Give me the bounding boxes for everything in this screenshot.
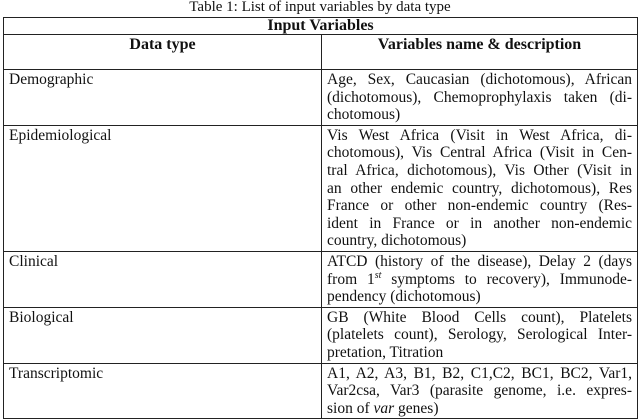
- column-header-variables: Variables name & description: [320, 34, 639, 70]
- table-row: Demographic Age, Sex, Caucasian (dichoto…: [3, 69, 639, 126]
- variables-cell: A1, A2, A3, B1, B2, C1,C2, BC1, BC2, Var…: [320, 362, 639, 419]
- text-line: tral Africa, dichotomous), Vis Other (Vi…: [327, 161, 633, 179]
- text-line: an other endemic country, dichotomous), …: [327, 179, 633, 197]
- data-type-cell: Clinical: [3, 250, 322, 308]
- text-line: A1, A2, A3, B1, B2, C1,C2, BC1, BC2, Var…: [327, 364, 633, 382]
- table-row: Epidemiological Vis West Africa (Visit i…: [3, 124, 639, 252]
- text-line: Vis West Africa (Visit in West Africa, d…: [327, 126, 633, 144]
- text-segment: sion of: [327, 399, 374, 417]
- data-type-cell: Transcriptomic: [3, 362, 322, 419]
- text-line: (platelets count), Serology, Serological…: [327, 326, 633, 344]
- data-type-cell: Epidemiological: [3, 124, 322, 252]
- text-segment: genes): [394, 399, 439, 417]
- text-line: country, dichotomous): [327, 232, 467, 250]
- table-caption: Table 1: List of input variables by data…: [189, 0, 451, 15]
- variables-cell: GB (White Blood Cells count), Platelets …: [320, 306, 639, 364]
- variables-cell: ATCD (history of the disease), Delay 2 (…: [320, 250, 639, 308]
- text-line: ATCD (history of the disease), Delay 2 (…: [327, 252, 633, 270]
- text-segment: from 1: [327, 270, 375, 288]
- text-line: GB (White Blood Cells count), Platelets: [327, 308, 633, 326]
- column-header-data-type: Data type: [3, 34, 322, 70]
- text-line: pretation, Titration: [327, 343, 444, 361]
- text-line: (dichotomous), Chemoprophylaxis taken (d…: [327, 88, 633, 106]
- text-line: sion of var genes): [327, 400, 632, 418]
- text-line: Age, Sex, Caucasian (dichotomous), Afric…: [327, 71, 633, 88]
- superscript: st: [374, 269, 382, 281]
- text-line: Var2csa, Var3 (parasite genome, i.e. exp…: [327, 382, 633, 400]
- text-line: chotomous), Vis Central Africa (Visit in…: [327, 144, 633, 162]
- variables-cell: Vis West Africa (Visit in West Africa, d…: [320, 124, 639, 252]
- table-title: Input Variables: [2, 17, 639, 35]
- text-line: chotomous): [327, 106, 401, 124]
- input-variables-table: Input Variables Data type Variables name…: [2, 17, 639, 419]
- text-line: ident in France or in another non-endemi…: [327, 214, 633, 232]
- table-row: Biological GB (White Blood Cells count),…: [3, 306, 639, 364]
- table-row: Clinical ATCD (history of the disease), …: [3, 250, 639, 308]
- text-segment: symptoms to recovery), Immunode-: [381, 270, 633, 288]
- table-row: Transcriptomic A1, A2, A3, B1, B2, C1,C2…: [3, 362, 639, 419]
- variables-cell: Age, Sex, Caucasian (dichotomous), Afric…: [320, 69, 639, 126]
- data-type-cell: Biological: [3, 306, 322, 364]
- text-line: pendency (dichotomous): [327, 288, 481, 306]
- italic-text: var: [373, 399, 395, 417]
- data-type-cell: Demographic: [3, 69, 322, 126]
- text-line: from 1st symptoms to recovery), Immunode…: [327, 269, 633, 289]
- text-line: France or other non-endemic country (Res…: [327, 197, 633, 215]
